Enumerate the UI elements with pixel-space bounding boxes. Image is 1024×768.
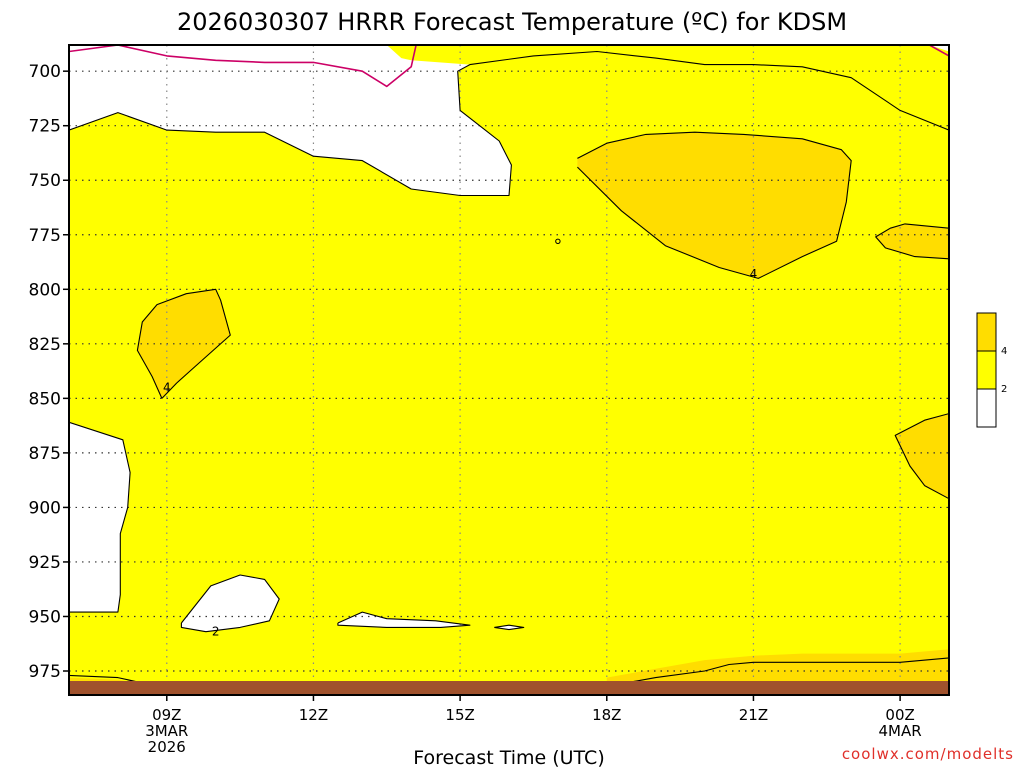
legend-swatch-0 <box>976 312 997 352</box>
plot-area <box>69 45 949 695</box>
contour-4-upper-right <box>875 223 949 260</box>
y-tick-label-975: 975 <box>29 662 61 682</box>
x-tick-date-00Z: 4MAR <box>879 722 922 740</box>
x-tick-label-15Z: 15Z <box>445 706 474 724</box>
warm-surface-region <box>69 649 949 691</box>
contour-2-left <box>69 421 131 613</box>
plot-frame <box>68 44 950 696</box>
y-tick-label-925: 925 <box>29 553 61 573</box>
y-tick-label-900: 900 <box>29 498 61 518</box>
contour-4-mid-left <box>136 288 231 399</box>
small-circle-marker <box>555 238 561 245</box>
contour-2-pocket-953 <box>337 611 471 628</box>
x-tick-label-21Z: 21Z <box>739 706 768 724</box>
warm-upper-center-region <box>577 132 852 279</box>
y-tick-label-750: 750 <box>29 171 61 191</box>
contour-0-freezing-line <box>69 45 417 88</box>
x-tick-year-09Z: 2026 <box>148 738 186 756</box>
x-tick-label-00Z: 00Z <box>885 706 914 724</box>
y-axis: 700 725 750 775 800 825 850 875 900 925 950 975 <box>29 62 69 682</box>
contour-2-pocket-small <box>494 624 525 631</box>
cold-upper-right-region <box>929 45 949 52</box>
x-axis-label: Forecast Time (UTC) <box>413 747 604 768</box>
y-tick-label-775: 775 <box>29 226 61 246</box>
legend-swatch-1 <box>976 350 997 390</box>
contour-4-mid-right <box>894 413 949 500</box>
credit-text: coolwx.com/modelts <box>842 745 1014 763</box>
legend-label-4: 4 <box>1001 346 1007 357</box>
y-tick-label-700: 700 <box>29 62 61 82</box>
contour-4-upper-center <box>577 131 852 279</box>
cold-low-left-region <box>69 422 131 613</box>
contour-2-pocket-946 <box>180 574 280 633</box>
cold-pocket-946 <box>181 575 280 632</box>
contour-label-1: 4 <box>750 267 758 281</box>
contour-label-2: 2 <box>212 625 220 639</box>
y-tick-label-950: 950 <box>29 607 61 627</box>
y-tick-label-800: 800 <box>29 280 61 300</box>
contour-2-upper <box>69 50 949 197</box>
chart-title: 2026030307 HRRR Forecast Temperature (ºC… <box>177 8 847 36</box>
legend-label-2: 2 <box>1001 384 1007 395</box>
cold-upper-region <box>69 45 512 196</box>
x-tick-label-18Z: 18Z <box>592 706 621 724</box>
x-tick-label-09Z: 09Z <box>152 706 181 724</box>
warm-mid-right-region <box>895 413 949 499</box>
y-tick-label-850: 850 <box>29 389 61 409</box>
y-tick-label-725: 725 <box>29 117 61 137</box>
ground-band <box>69 681 949 695</box>
contour-label-0: 4 <box>163 380 171 394</box>
legend-swatch-2 <box>976 388 997 428</box>
y-tick-label-825: 825 <box>29 335 61 355</box>
x-tick-label-12Z: 12Z <box>299 706 328 724</box>
x-tick-date-09Z: 3MAR <box>145 722 188 740</box>
warm-mid-left-region <box>137 289 231 399</box>
color-legend: 42 <box>976 312 1007 428</box>
contour-0-freezing-line-right <box>929 45 949 57</box>
y-tick-label-875: 875 <box>29 444 61 464</box>
